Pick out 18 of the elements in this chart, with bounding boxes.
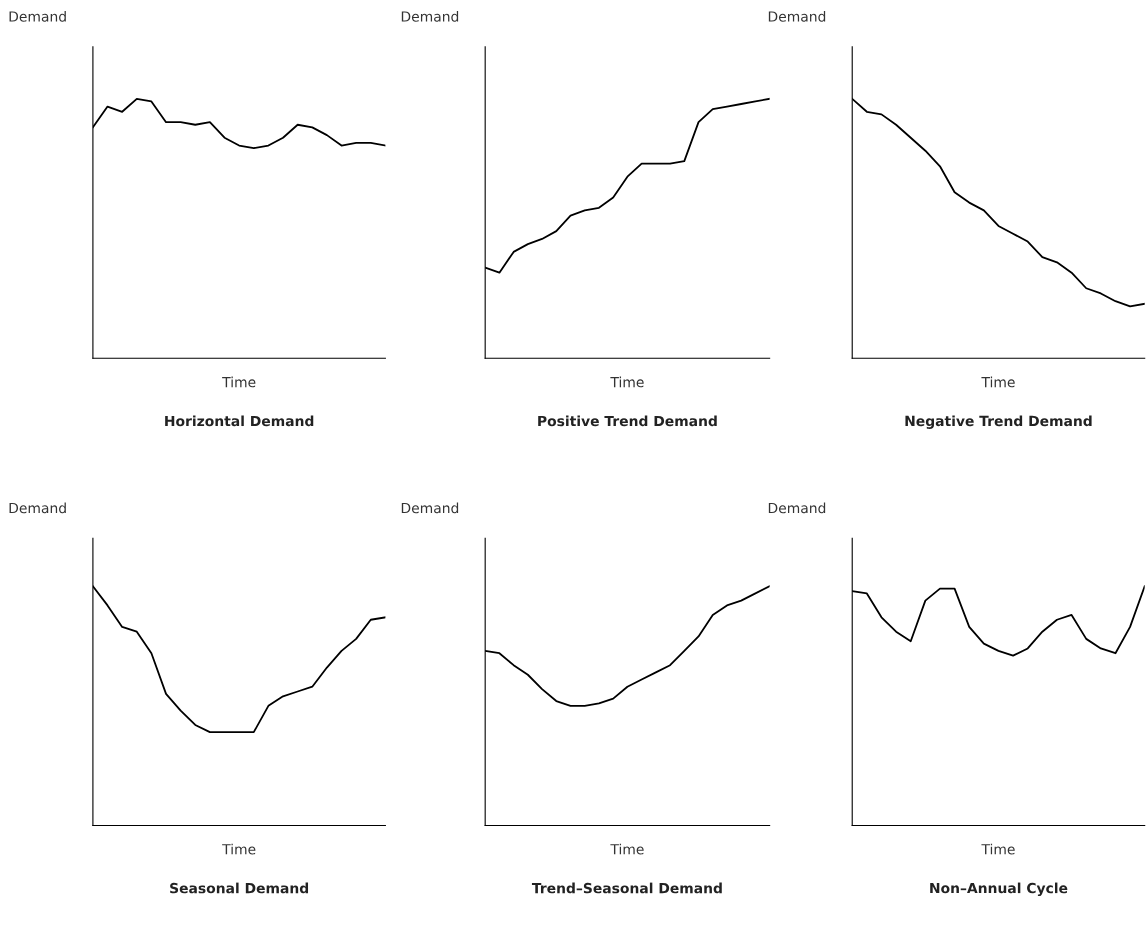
x-axis-title: Time — [981, 843, 1015, 855]
text: Non–Annual Cycle — [930, 882, 1068, 897]
text: Negative Trend Demand — [905, 415, 1092, 429]
x-axis-title: Time — [981, 376, 1015, 388]
x-axis-title: Time — [222, 376, 256, 388]
text: Seasonal Demand — [170, 882, 309, 894]
y-axis-title: Demand — [768, 502, 826, 514]
y-axis-title: Demand — [401, 11, 459, 22]
y-axis-title: Demand — [9, 11, 66, 22]
x-axis-title: Time — [222, 843, 256, 855]
text: Positive Trend Demand — [538, 415, 717, 427]
y-axis-title: Demand — [401, 502, 459, 514]
text: Trend–Seasonal Demand — [531, 882, 722, 894]
y-axis-title: Demand — [768, 11, 826, 22]
x-axis-title: Time — [610, 376, 644, 388]
x-axis-title: Time — [610, 843, 644, 855]
text: Horizontal Demand — [165, 415, 314, 427]
y-axis-title: Demand — [9, 502, 66, 514]
